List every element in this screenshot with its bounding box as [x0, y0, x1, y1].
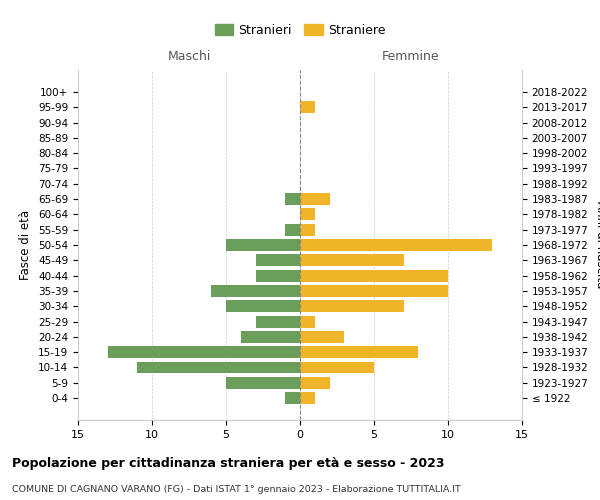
- Bar: [300, 316, 315, 328]
- Bar: [285, 224, 300, 235]
- Bar: [211, 285, 300, 297]
- Bar: [226, 377, 300, 389]
- Bar: [300, 193, 329, 205]
- Bar: [300, 101, 315, 113]
- Bar: [300, 239, 493, 251]
- Bar: [300, 285, 448, 297]
- Bar: [300, 377, 329, 389]
- Bar: [137, 362, 300, 374]
- Bar: [256, 270, 300, 281]
- Bar: [300, 346, 418, 358]
- Bar: [300, 254, 404, 266]
- Bar: [226, 300, 300, 312]
- Bar: [300, 331, 344, 343]
- Text: COMUNE DI CAGNANO VARANO (FG) - Dati ISTAT 1° gennaio 2023 - Elaborazione TUTTIT: COMUNE DI CAGNANO VARANO (FG) - Dati IST…: [12, 485, 461, 494]
- Bar: [300, 208, 315, 220]
- Bar: [107, 346, 300, 358]
- Bar: [285, 392, 300, 404]
- Bar: [300, 224, 315, 235]
- Bar: [256, 254, 300, 266]
- Bar: [300, 300, 404, 312]
- Text: Popolazione per cittadinanza straniera per età e sesso - 2023: Popolazione per cittadinanza straniera p…: [12, 458, 445, 470]
- Text: Femmine: Femmine: [382, 50, 440, 63]
- Text: Maschi: Maschi: [167, 50, 211, 63]
- Bar: [226, 239, 300, 251]
- Y-axis label: Anni di nascita: Anni di nascita: [594, 202, 600, 288]
- Bar: [300, 362, 374, 374]
- Bar: [256, 316, 300, 328]
- Y-axis label: Fasce di età: Fasce di età: [19, 210, 32, 280]
- Bar: [241, 331, 300, 343]
- Bar: [300, 392, 315, 404]
- Bar: [285, 193, 300, 205]
- Legend: Stranieri, Straniere: Stranieri, Straniere: [211, 20, 389, 41]
- Bar: [300, 270, 448, 281]
